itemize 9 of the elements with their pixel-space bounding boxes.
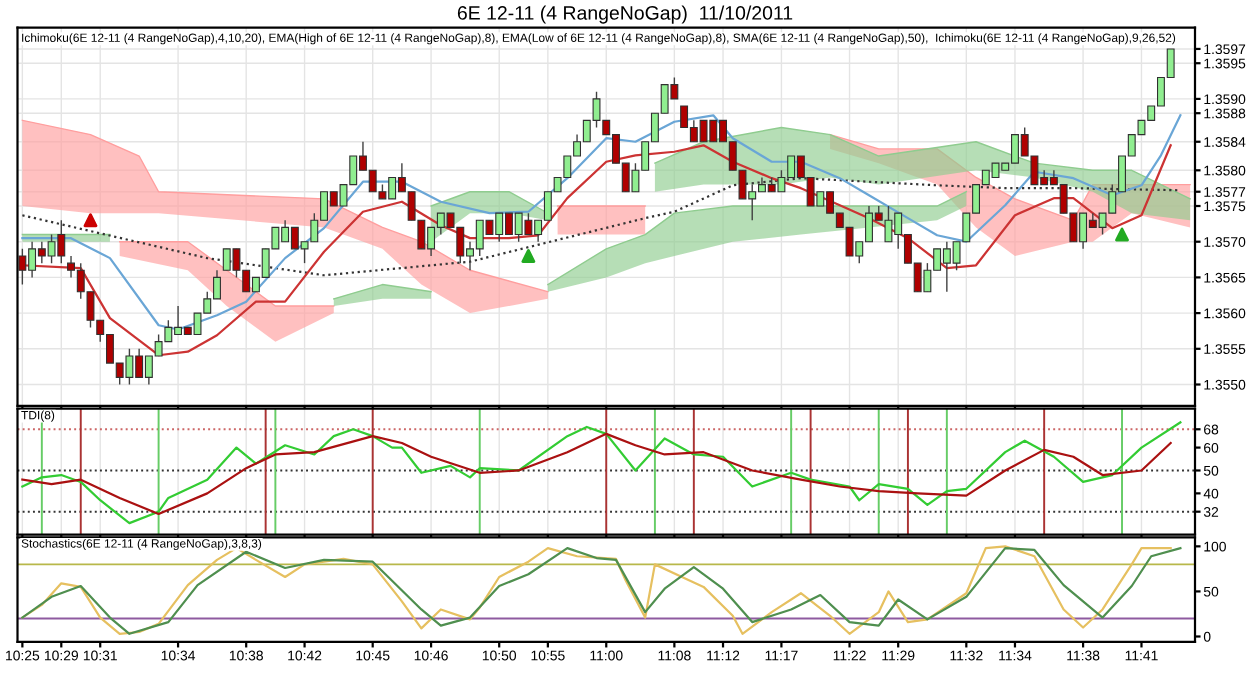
line-series <box>21 432 1172 516</box>
point <box>83 213 98 228</box>
line-series <box>21 144 1172 357</box>
point <box>521 249 536 263</box>
line-series <box>829 133 1191 221</box>
line-series <box>21 421 1182 525</box>
point <box>1115 227 1129 242</box>
line-series <box>654 126 1191 200</box>
chart-title: 6E 12-11 (4 RangeNoGap) 11/10/2011 <box>457 5 793 24</box>
